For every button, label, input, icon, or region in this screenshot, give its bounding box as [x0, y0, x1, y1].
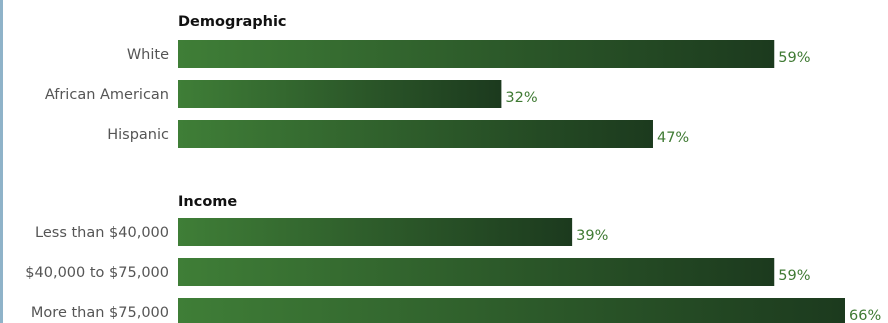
group-title-demographic: Demographic [178, 14, 287, 30]
bar-white [178, 40, 775, 68]
category-label-hispanic: Hispanic [107, 127, 169, 143]
value-label-african-american: 32% [505, 90, 537, 106]
bar-hispanic [178, 120, 653, 148]
group-title-income: Income [178, 194, 237, 210]
bars-demographic: White 59% African American 32% Hispanic 47% [45, 40, 810, 148]
chart-group-income: Income Less than $40,000 39% $40,000 to $7… [25, 194, 881, 323]
chart-group-demographic: Demographic White 59% African American 32% H… [45, 14, 810, 148]
category-label-more-than-75-000: More than $75,000 [31, 305, 169, 321]
category-label-40-000-to-75-000: $40,000 to $75,000 [25, 265, 169, 281]
left-border-rule [0, 0, 3, 323]
value-label-hispanic: 47% [657, 130, 689, 146]
category-label-less-than-40-000: Less than $40,000 [35, 225, 169, 241]
bar-less-than-40-000 [178, 218, 573, 246]
value-label-less-than-40-000: 39% [576, 228, 608, 244]
bar-40-000-to-75-000 [178, 258, 775, 286]
bar-more-than-75-000 [178, 298, 845, 323]
value-label-40-000-to-75-000: 59% [778, 268, 810, 284]
category-label-white: White [127, 47, 169, 63]
bar-african-american [178, 80, 502, 108]
category-label-african-american: African American [45, 87, 169, 103]
bars-income: Less than $40,000 39% $40,000 to $75,000 59… [25, 218, 881, 323]
value-label-more-than-75-000: 66% [849, 308, 881, 323]
value-label-white: 59% [778, 50, 810, 66]
